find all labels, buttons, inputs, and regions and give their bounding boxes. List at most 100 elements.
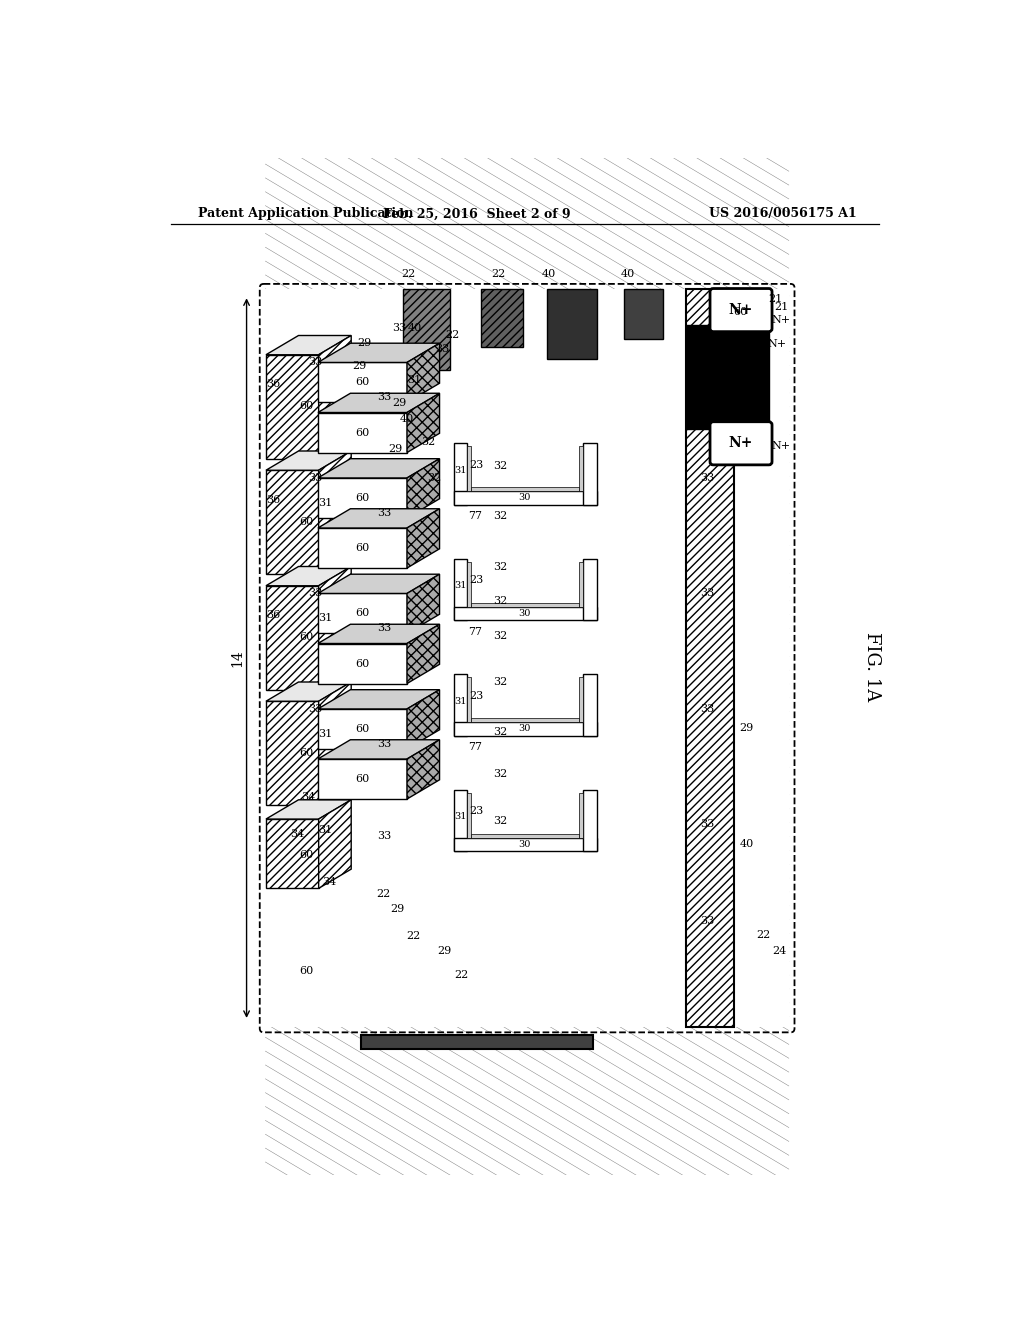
Polygon shape xyxy=(407,739,439,799)
Polygon shape xyxy=(686,289,734,1027)
Polygon shape xyxy=(407,393,439,453)
Bar xyxy=(471,487,579,491)
Text: 21: 21 xyxy=(768,294,782,305)
Text: 77: 77 xyxy=(468,742,482,752)
Text: 29: 29 xyxy=(437,946,452,957)
Bar xyxy=(265,289,790,1027)
Polygon shape xyxy=(317,528,407,568)
Text: 31: 31 xyxy=(408,375,422,385)
Text: 32: 32 xyxy=(493,511,507,521)
Bar xyxy=(454,444,467,506)
Text: 33: 33 xyxy=(392,323,407,333)
Bar xyxy=(454,558,467,620)
Text: 60: 60 xyxy=(355,543,370,553)
Text: 33: 33 xyxy=(377,739,391,748)
Bar xyxy=(360,1035,593,1048)
Text: 22: 22 xyxy=(407,931,420,941)
Text: Patent Application Publication: Patent Application Publication xyxy=(198,207,414,220)
Text: 40: 40 xyxy=(408,323,422,333)
Polygon shape xyxy=(317,508,439,528)
Text: 32: 32 xyxy=(422,437,436,446)
Text: 22: 22 xyxy=(454,970,468,979)
Bar xyxy=(265,289,790,1027)
Text: 22: 22 xyxy=(377,888,391,899)
Polygon shape xyxy=(317,459,439,478)
Text: 31: 31 xyxy=(318,825,333,834)
Text: 29: 29 xyxy=(388,445,402,454)
Text: 60: 60 xyxy=(355,774,370,784)
Bar xyxy=(467,562,471,607)
Text: 29: 29 xyxy=(390,904,404,915)
Bar xyxy=(579,677,583,722)
Text: 36: 36 xyxy=(266,379,281,389)
Text: 30: 30 xyxy=(518,725,531,734)
Polygon shape xyxy=(266,451,351,470)
Bar xyxy=(579,793,583,837)
Text: 29: 29 xyxy=(352,362,366,371)
Polygon shape xyxy=(317,393,439,412)
Text: N+: N+ xyxy=(767,339,786,348)
Polygon shape xyxy=(317,363,407,403)
Polygon shape xyxy=(624,289,663,339)
Polygon shape xyxy=(266,682,351,701)
Text: 60: 60 xyxy=(299,748,313,758)
Text: 60: 60 xyxy=(355,428,370,437)
Text: 22: 22 xyxy=(444,330,459,341)
Text: 32: 32 xyxy=(493,597,507,606)
Bar xyxy=(467,677,471,722)
Polygon shape xyxy=(266,335,351,355)
Text: 33: 33 xyxy=(377,392,391,403)
Polygon shape xyxy=(318,800,351,888)
Polygon shape xyxy=(407,508,439,568)
Polygon shape xyxy=(317,709,407,748)
Text: N+: N+ xyxy=(729,437,754,450)
Bar xyxy=(583,789,597,851)
Text: 33: 33 xyxy=(307,589,322,598)
Bar xyxy=(454,491,597,506)
Text: 34: 34 xyxy=(290,829,304,840)
Bar xyxy=(583,558,597,620)
Polygon shape xyxy=(403,289,450,370)
Polygon shape xyxy=(266,701,318,805)
Text: 36: 36 xyxy=(266,610,281,620)
Polygon shape xyxy=(547,289,597,359)
Polygon shape xyxy=(407,343,439,403)
Text: 33: 33 xyxy=(700,916,715,925)
Polygon shape xyxy=(317,594,407,634)
Polygon shape xyxy=(317,689,439,709)
Bar xyxy=(579,562,583,607)
Polygon shape xyxy=(317,624,439,644)
Text: 21: 21 xyxy=(774,302,788,312)
Text: 34: 34 xyxy=(301,792,315,803)
Text: 24: 24 xyxy=(772,946,786,957)
Polygon shape xyxy=(317,739,439,759)
Text: 60: 60 xyxy=(355,659,370,668)
Text: 60: 60 xyxy=(299,401,313,412)
Bar xyxy=(471,718,579,722)
Text: 29: 29 xyxy=(357,338,372,348)
Polygon shape xyxy=(266,470,318,574)
Text: 60: 60 xyxy=(299,632,313,643)
Text: 23: 23 xyxy=(470,459,484,470)
Bar xyxy=(579,446,583,491)
Polygon shape xyxy=(266,818,318,888)
Text: N+: N+ xyxy=(729,304,754,317)
Text: 40: 40 xyxy=(621,269,635,279)
Text: 33: 33 xyxy=(700,704,715,714)
Text: 31: 31 xyxy=(318,729,333,739)
Text: 23: 23 xyxy=(470,690,484,701)
Text: N+: N+ xyxy=(772,315,791,325)
Text: 60: 60 xyxy=(355,723,370,734)
Text: 29: 29 xyxy=(739,723,754,733)
Text: 40: 40 xyxy=(542,269,556,279)
Text: 60: 60 xyxy=(299,517,313,527)
Text: 30: 30 xyxy=(518,840,531,849)
Polygon shape xyxy=(318,566,351,689)
Text: 14: 14 xyxy=(230,649,245,667)
Text: 32: 32 xyxy=(493,561,507,572)
FancyBboxPatch shape xyxy=(710,422,772,465)
Text: 31: 31 xyxy=(455,581,467,590)
Polygon shape xyxy=(407,624,439,684)
Text: 36: 36 xyxy=(266,495,281,504)
Bar xyxy=(467,446,471,491)
